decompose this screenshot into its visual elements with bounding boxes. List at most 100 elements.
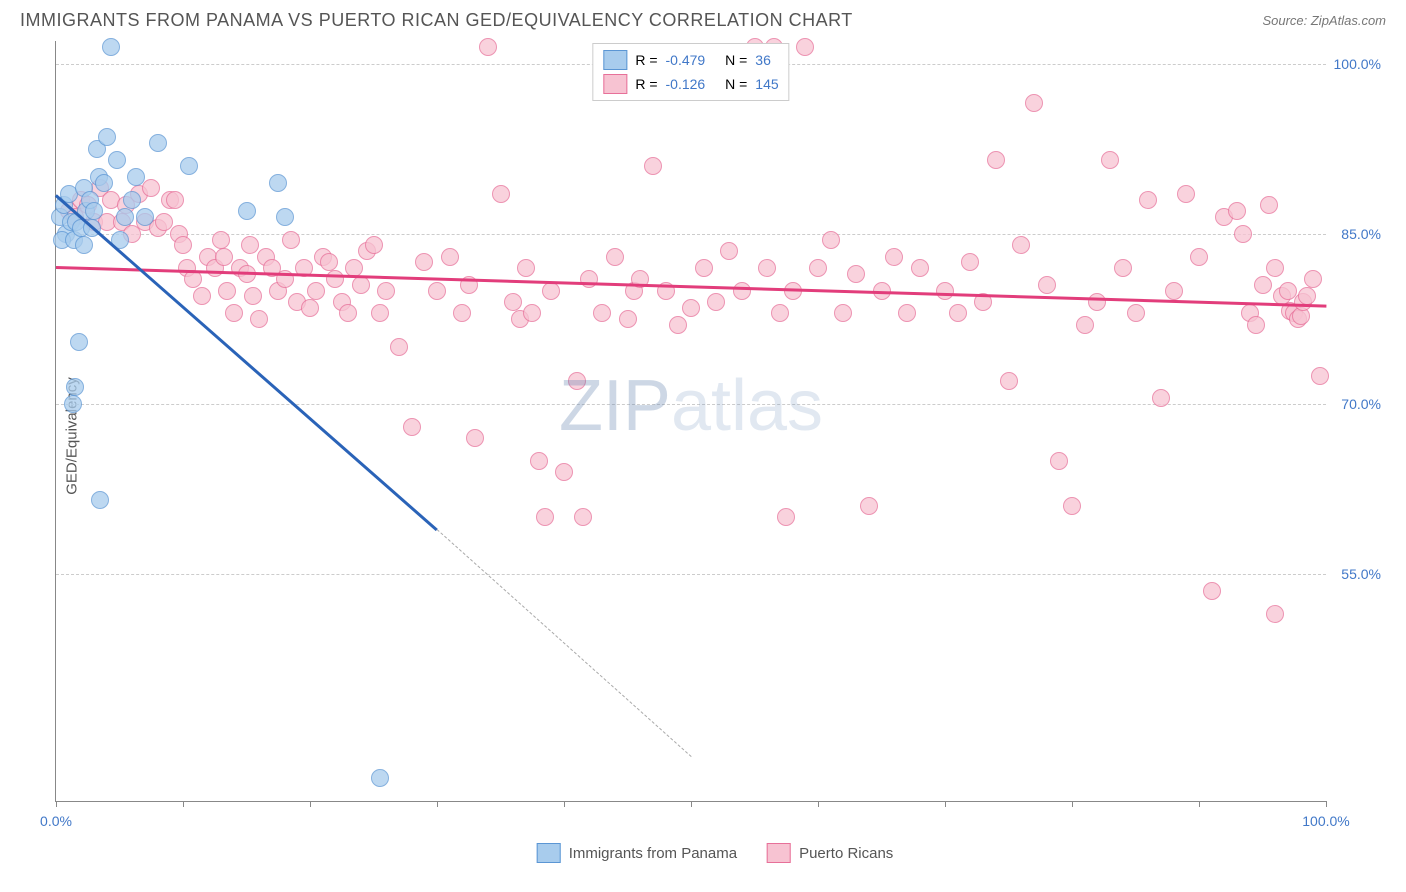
data-point: [771, 304, 789, 322]
data-point: [669, 316, 687, 334]
data-point: [250, 310, 268, 328]
data-point: [492, 185, 510, 203]
data-point: [1165, 282, 1183, 300]
data-point: [809, 259, 827, 277]
data-point: [536, 508, 554, 526]
data-point: [339, 304, 357, 322]
data-point: [1088, 293, 1106, 311]
data-point: [1000, 372, 1018, 390]
data-point: [1234, 225, 1252, 243]
data-point: [428, 282, 446, 300]
data-point: [64, 395, 82, 413]
data-point: [847, 265, 865, 283]
correlation-legend: R = -0.479 N = 36 R = -0.126 N = 145: [592, 43, 789, 101]
data-point: [371, 304, 389, 322]
x-tick-label: 0.0%: [40, 813, 72, 829]
x-tick: [818, 801, 819, 807]
data-point: [1311, 367, 1329, 385]
data-point: [466, 429, 484, 447]
data-point: [70, 333, 88, 351]
data-point: [66, 378, 84, 396]
data-point: [1114, 259, 1132, 277]
data-point: [574, 508, 592, 526]
n-label: N =: [725, 52, 747, 68]
n-value-pr: 145: [755, 76, 778, 92]
data-point: [1266, 259, 1284, 277]
data-point: [75, 236, 93, 254]
swatch-panama-icon: [603, 50, 627, 70]
data-point: [777, 508, 795, 526]
chart-title: IMMIGRANTS FROM PANAMA VS PUERTO RICAN G…: [20, 10, 853, 31]
source-attribution: Source: ZipAtlas.com: [1262, 13, 1386, 28]
data-point: [911, 259, 929, 277]
data-point: [1304, 270, 1322, 288]
data-point: [504, 293, 522, 311]
data-point: [98, 128, 116, 146]
data-point: [1228, 202, 1246, 220]
data-point: [707, 293, 725, 311]
data-point: [326, 270, 344, 288]
data-point: [720, 242, 738, 260]
plot-area: ZIPatlas R = -0.479 N = 36 R = -0.126 N …: [55, 41, 1326, 802]
x-tick: [1326, 801, 1327, 807]
data-point: [1177, 185, 1195, 203]
data-point: [1190, 248, 1208, 266]
data-point: [1152, 389, 1170, 407]
data-point: [212, 231, 230, 249]
data-point: [403, 418, 421, 436]
data-point: [301, 299, 319, 317]
data-point: [885, 248, 903, 266]
data-point: [530, 452, 548, 470]
legend-label-panama: Immigrants from Panama: [569, 845, 737, 862]
x-tick: [945, 801, 946, 807]
data-point: [149, 134, 167, 152]
data-point: [282, 231, 300, 249]
data-point: [365, 236, 383, 254]
y-tick-label: 100.0%: [1331, 56, 1381, 72]
x-tick: [56, 801, 57, 807]
data-point: [1076, 316, 1094, 334]
data-point: [961, 253, 979, 271]
data-point: [1266, 605, 1284, 623]
data-point: [377, 282, 395, 300]
data-point: [269, 174, 287, 192]
data-point: [142, 179, 160, 197]
data-point: [619, 310, 637, 328]
data-point: [733, 282, 751, 300]
data-point: [517, 259, 535, 277]
data-point: [415, 253, 433, 271]
data-point: [796, 38, 814, 56]
data-point: [1101, 151, 1119, 169]
trend-line: [437, 529, 692, 757]
data-point: [898, 304, 916, 322]
x-tick: [437, 801, 438, 807]
data-point: [758, 259, 776, 277]
data-point: [606, 248, 624, 266]
data-point: [244, 287, 262, 305]
data-point: [593, 304, 611, 322]
data-point: [834, 304, 852, 322]
data-point: [95, 174, 113, 192]
legend-item-panama: Immigrants from Panama: [537, 843, 737, 863]
data-point: [1247, 316, 1265, 334]
scatter-chart: GED/Equivalency ZIPatlas R = -0.479 N = …: [55, 41, 1375, 831]
n-label: N =: [725, 76, 747, 92]
data-point: [542, 282, 560, 300]
legend-row-panama: R = -0.479 N = 36: [603, 48, 778, 72]
data-point: [238, 202, 256, 220]
swatch-panama-icon: [537, 843, 561, 863]
data-point: [276, 208, 294, 226]
x-tick-label: 100.0%: [1302, 813, 1349, 829]
data-point: [1012, 236, 1030, 254]
data-point: [166, 191, 184, 209]
data-point: [1063, 497, 1081, 515]
y-tick-label: 70.0%: [1331, 396, 1381, 412]
data-point: [116, 208, 134, 226]
y-tick-label: 55.0%: [1331, 566, 1381, 582]
x-tick: [564, 801, 565, 807]
data-point: [218, 282, 236, 300]
data-point: [987, 151, 1005, 169]
r-value-panama: -0.479: [666, 52, 706, 68]
data-point: [860, 497, 878, 515]
x-tick: [1199, 801, 1200, 807]
